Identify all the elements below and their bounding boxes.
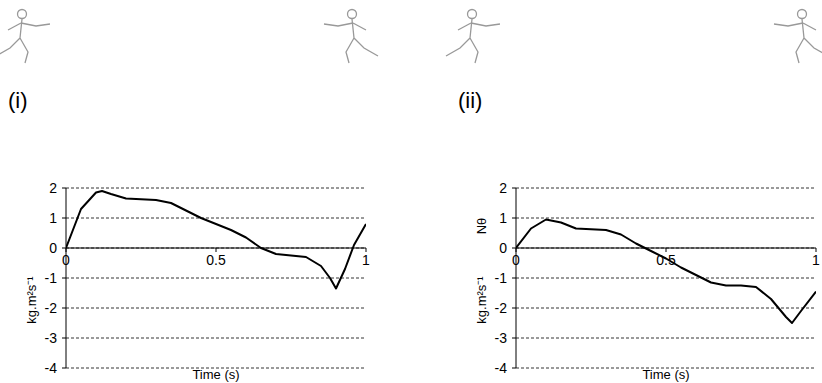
- y-axis: [516, 188, 517, 368]
- x-tick-label: 0.5: [206, 252, 226, 268]
- x-tick-label: 0: [62, 252, 70, 268]
- y-tick: [512, 278, 516, 279]
- y-tick: [512, 308, 516, 309]
- y-tick-label: -4: [495, 360, 508, 376]
- grid-line: [516, 338, 816, 339]
- x-axis-label: Time (s): [192, 367, 239, 382]
- skater-icon: [0, 10, 50, 64]
- y-tick: [512, 218, 516, 219]
- grid-line: [66, 338, 366, 339]
- y-tick: [62, 308, 66, 309]
- grid-line: [66, 278, 366, 279]
- y-tick-label: 2: [49, 180, 57, 196]
- y-tick-label: -4: [45, 360, 58, 376]
- y-tick-label: -3: [495, 330, 508, 346]
- grid-line: [66, 188, 366, 189]
- x-tick-label: 1: [812, 252, 820, 268]
- data-line: [516, 220, 816, 324]
- x-axis-label: Time (s): [642, 367, 689, 382]
- panel-title: (ii): [458, 88, 482, 113]
- y-tick-label: 0: [499, 240, 507, 256]
- skater-icon: [774, 10, 822, 64]
- figure: (i)-4-3-2-101200.51Time (s)kg.m²s⁻¹(ii)-…: [0, 0, 822, 383]
- data-line: [66, 191, 366, 289]
- grid-line: [66, 308, 366, 309]
- panel-title: (i): [8, 88, 28, 113]
- grid-line: [66, 218, 366, 219]
- y-tick: [62, 188, 66, 189]
- grid-line: [516, 308, 816, 309]
- plot-area: [66, 191, 366, 289]
- y-tick-label: 1: [49, 210, 57, 226]
- y-tick-label: 2: [499, 180, 507, 196]
- y-tick-label: -1: [45, 270, 58, 286]
- skater-icon: [324, 10, 378, 64]
- y-tick-label: -1: [495, 270, 508, 286]
- y-tick: [512, 368, 516, 369]
- plot-area: [516, 220, 816, 324]
- skater-icon: [446, 10, 500, 64]
- x-tick-label: 0: [512, 252, 520, 268]
- y-axis-label: kg.m²s⁻¹: [24, 276, 39, 324]
- y-tick-label: -2: [495, 300, 508, 316]
- y-tick: [512, 188, 516, 189]
- grid-line: [516, 218, 816, 219]
- panel: (i)-4-3-2-101200.51Time (s)kg.m²s⁻¹: [0, 10, 378, 383]
- y-tick-label: 1: [499, 210, 507, 226]
- y-tick: [512, 338, 516, 339]
- y-axis: [66, 188, 67, 368]
- y-tick: [62, 248, 66, 249]
- annotation: Nθ: [474, 218, 489, 235]
- x-tick-label: 1: [362, 252, 370, 268]
- grid-line: [516, 278, 816, 279]
- y-tick: [62, 218, 66, 219]
- y-tick: [512, 248, 516, 249]
- grid-line: [516, 188, 816, 189]
- y-axis-label: kg.m²s⁻¹: [474, 276, 489, 324]
- y-tick-label: -2: [45, 300, 58, 316]
- y-tick: [62, 278, 66, 279]
- y-tick-label: 0: [49, 240, 57, 256]
- panel: (ii)-4-3-2-101200.51Time (s)kg.m²s⁻¹Nθ: [446, 10, 822, 383]
- y-tick: [62, 338, 66, 339]
- y-tick-label: -3: [45, 330, 58, 346]
- y-tick: [62, 368, 66, 369]
